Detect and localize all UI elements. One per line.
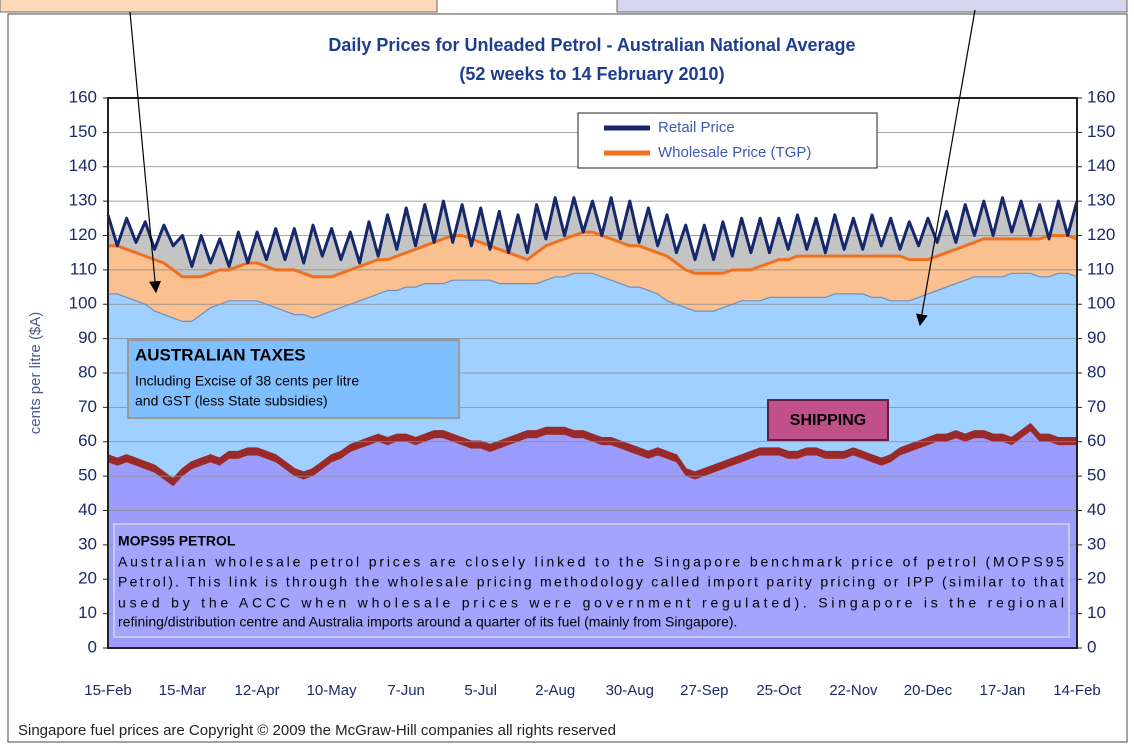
y-tick-label: 90 xyxy=(78,328,97,347)
annotation-box xyxy=(113,523,1070,638)
annotation-text: Australian wholesale petrol prices are c… xyxy=(118,554,1064,570)
y2-tick-label: 150 xyxy=(1087,122,1115,141)
wholesale-band xyxy=(108,232,1077,322)
y-tick-label: 150 xyxy=(69,122,97,141)
y-tick-label: 70 xyxy=(78,397,97,416)
annotation-text: Petrol). This link is through the wholes… xyxy=(118,574,1064,590)
series-line xyxy=(106,196,1079,268)
y-tick-label: 40 xyxy=(78,500,97,519)
x-tick-label: 10-May xyxy=(307,682,358,699)
y-tick-label: 130 xyxy=(69,191,97,210)
y2-tick-label: 130 xyxy=(1087,191,1115,210)
x-tick-label: 20-Dec xyxy=(904,682,953,699)
annotation-text: refining/distribution centre and Austral… xyxy=(118,614,737,630)
x-tick-label: 17-Jan xyxy=(980,682,1026,699)
x-tick-label: 30-Aug xyxy=(606,682,654,699)
legend-label: Retail Price xyxy=(658,119,735,136)
y-tick-label: 0 xyxy=(88,637,97,656)
y-tick-label: 160 xyxy=(69,87,97,106)
annotation-heading: MOPS95 PETROL xyxy=(118,533,236,549)
callout-box xyxy=(0,0,438,13)
y2-tick-label: 0 xyxy=(1087,637,1096,656)
stacked-area xyxy=(108,424,1077,487)
y-tick-label: 60 xyxy=(78,431,97,450)
x-tick-label: 27-Sep xyxy=(680,682,728,699)
callout-box xyxy=(616,0,1128,13)
legend-box xyxy=(577,112,878,169)
x-tick-label: 22-Nov xyxy=(829,682,878,699)
annotation-text: and GST (less State subsidies) xyxy=(135,393,328,409)
x-tick-label: 2-Aug xyxy=(535,682,575,699)
callout-arrow xyxy=(129,11,161,294)
y2-tick-label: 140 xyxy=(1087,156,1115,175)
legend-label: Wholesale Price (TGP) xyxy=(658,144,811,161)
chart-subtitle: (52 weeks to 14 February 2010) xyxy=(459,64,724,84)
y-tick-label: 80 xyxy=(78,362,97,381)
y2-tick-label: 90 xyxy=(1087,328,1106,347)
annotation-heading: AUSTRALIAN TAXES xyxy=(135,345,306,364)
annotation-box xyxy=(767,399,889,441)
y-tick-label: 100 xyxy=(69,294,97,313)
y-axis-label: cents per litre ($A) xyxy=(27,312,44,435)
y2-tick-label: 120 xyxy=(1087,225,1115,244)
y2-tick-label: 70 xyxy=(1087,397,1106,416)
y2-tick-label: 30 xyxy=(1087,534,1106,553)
y-tick-label: 50 xyxy=(78,466,97,485)
y-tick-label: 140 xyxy=(69,156,97,175)
annotation-heading: SHIPPING xyxy=(790,412,866,429)
y2-tick-label: 110 xyxy=(1087,259,1114,278)
annotation-text: Including Excise of 38 cents per litre xyxy=(135,373,359,389)
x-tick-label: 25-Oct xyxy=(756,682,802,699)
x-tick-label: 15-Feb xyxy=(84,682,132,699)
y2-tick-label: 160 xyxy=(1087,87,1115,106)
y-tick-label: 30 xyxy=(78,534,97,553)
y-tick-label: 20 xyxy=(78,569,97,588)
x-tick-label: 12-Apr xyxy=(235,682,280,699)
callout-arrow xyxy=(915,9,976,327)
footnote: Singapore fuel prices are Copyright © 20… xyxy=(18,722,616,739)
shipping-line xyxy=(107,422,1077,482)
x-tick-label: 14-Feb xyxy=(1053,682,1101,699)
tax-line xyxy=(108,272,1078,322)
y2-tick-label: 80 xyxy=(1087,362,1106,381)
y2-tick-label: 100 xyxy=(1087,294,1115,313)
y2-tick-label: 20 xyxy=(1087,569,1106,588)
x-tick-label: 5-Jul xyxy=(464,682,497,699)
y2-tick-label: 60 xyxy=(1087,431,1106,450)
y-tick-label: 120 xyxy=(69,225,97,244)
series-line xyxy=(108,230,1078,279)
x-tick-label: 15-Mar xyxy=(159,682,207,699)
chart-title: Daily Prices for Unleaded Petrol - Austr… xyxy=(328,35,855,55)
y2-tick-label: 40 xyxy=(1087,500,1106,519)
y-tick-label: 10 xyxy=(78,603,97,622)
legend: Retail Price Wholesale Price (TGP) xyxy=(577,112,878,169)
y-tick-label: 110 xyxy=(70,259,97,278)
x-tick-label: 7-Jun xyxy=(387,682,425,699)
y2-tick-label: 10 xyxy=(1087,603,1106,622)
y2-tick-label: 50 xyxy=(1087,466,1106,485)
annotation-box xyxy=(127,339,460,419)
